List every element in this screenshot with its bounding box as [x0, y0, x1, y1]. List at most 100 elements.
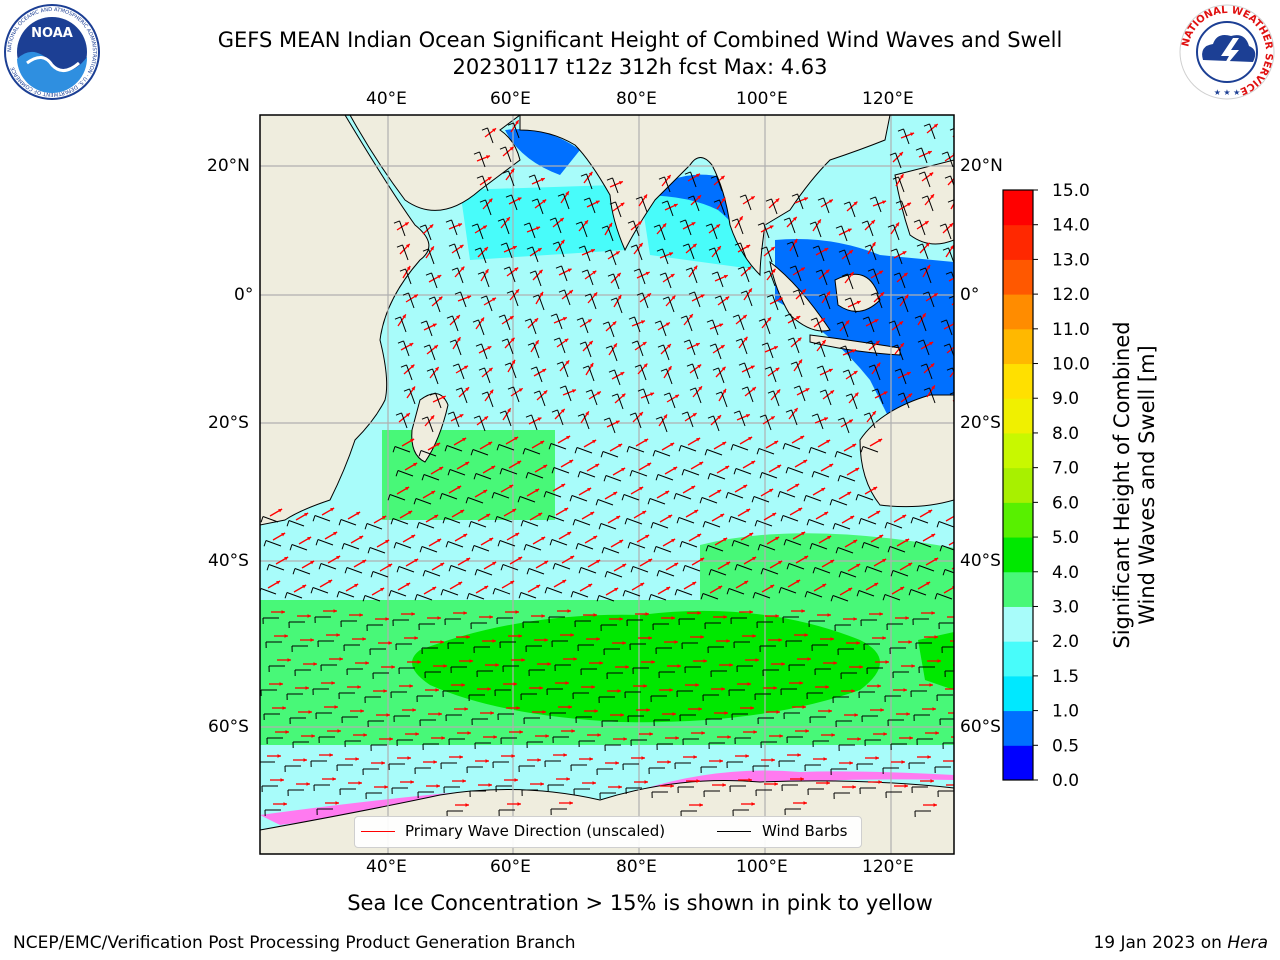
wind-barb-flag — [829, 499, 833, 506]
wind-barb-flag — [810, 317, 817, 321]
wind-barb — [534, 174, 541, 191]
wave-direction-arrowhead — [488, 367, 493, 372]
wind-barb-flag — [836, 321, 843, 325]
wave-direction-arrowhead — [281, 533, 286, 537]
wind-barb-flag — [941, 151, 948, 155]
wind-barb-flag — [652, 450, 656, 457]
wave-direction-arrow — [945, 515, 954, 522]
wave-direction-arrowhead — [464, 707, 468, 711]
wind-barb — [626, 518, 643, 525]
wind-barb — [527, 472, 544, 479]
wind-barb-flag — [725, 492, 729, 499]
wave-direction-arrowhead — [484, 586, 489, 590]
wave-direction-arrowhead — [565, 681, 569, 685]
wind-barb-flag — [811, 471, 815, 478]
wind-barb-flag — [943, 343, 950, 347]
wind-barb-flag — [759, 472, 763, 479]
wave-direction-arrowhead — [487, 346, 492, 350]
wave-direction-arrowhead — [567, 268, 572, 273]
wind-barb — [747, 386, 754, 403]
wind-barb-flag — [585, 389, 592, 393]
wave-direction-arrowhead — [512, 509, 517, 513]
wind-barb-flag — [602, 321, 609, 325]
wind-barb — [624, 590, 641, 597]
wind-barb-flag — [922, 291, 929, 295]
wave-direction-arrowhead — [569, 460, 574, 464]
wind-barb-flag — [621, 494, 625, 501]
land-sumatra — [769, 260, 831, 332]
wind-barb-flag — [913, 219, 920, 223]
wave-direction-arrowhead — [848, 588, 853, 592]
wind-barb — [455, 339, 462, 356]
wind-barb — [617, 393, 624, 410]
wave-direction-arrowhead — [573, 657, 577, 661]
wind-barb — [265, 540, 282, 547]
wind-barb-flag — [500, 564, 504, 571]
wave-direction-arrowhead — [592, 440, 597, 444]
wave-direction-arrowhead — [697, 534, 702, 538]
wave-direction-arrowhead — [670, 443, 675, 447]
wind-barb-flag — [413, 498, 417, 505]
wave-direction-arrowhead — [670, 784, 674, 788]
wave-direction-arrowhead — [729, 663, 733, 667]
wind-barb-flag — [263, 540, 267, 547]
wind-barb — [498, 444, 515, 451]
wave-direction-arrowhead — [774, 782, 778, 786]
wave-direction-arrowhead — [817, 219, 821, 224]
wind-barb-flag — [344, 567, 348, 574]
wave-direction-arrowhead — [697, 364, 702, 369]
wave-direction-arrowhead — [770, 416, 775, 420]
wave-direction-arrowhead — [411, 386, 416, 391]
wave-direction-arrowhead — [692, 413, 697, 417]
wind-barb — [511, 194, 518, 211]
wind-barb-flag — [498, 314, 505, 318]
wind-barb-flag — [507, 386, 514, 390]
colorbar-segment — [1003, 190, 1033, 226]
wave-direction-arrowhead — [337, 729, 341, 733]
wind-barb — [392, 518, 409, 525]
wind-barb-flag — [596, 595, 600, 602]
wind-barb-flag — [635, 196, 642, 200]
wave-direction-arrowhead — [486, 514, 491, 518]
wind-barb-flag — [604, 249, 611, 253]
wind-barb — [927, 195, 934, 212]
wave-direction-arrowhead — [465, 462, 470, 466]
wave-direction-arrowhead — [383, 689, 387, 693]
wave-direction-arrowhead — [467, 295, 472, 300]
wave-direction-arrowhead — [900, 587, 905, 591]
wind-barb-flag — [465, 497, 469, 504]
wave-direction-arrowhead — [871, 242, 876, 247]
wind-barb — [537, 198, 544, 215]
wind-barb-flag — [921, 195, 928, 199]
wave-direction-arrowhead — [464, 365, 469, 370]
wave-direction-arrowhead — [406, 583, 411, 587]
wave-direction-arrowhead — [695, 342, 700, 347]
wave-direction-arrowhead — [408, 511, 413, 515]
wind-barb-flag — [522, 448, 526, 455]
wave-direction-arrowhead — [411, 535, 416, 539]
wind-barb-flag — [440, 589, 444, 596]
wave-direction-arrowhead — [412, 708, 416, 712]
wave-direction-arrowhead — [748, 437, 753, 441]
wave-direction-arrowhead — [847, 492, 852, 496]
wind-barb — [654, 450, 671, 457]
wind-barb — [813, 471, 830, 478]
wind-barb — [903, 392, 910, 409]
wind-barb — [478, 319, 485, 336]
wave-direction-arrowhead — [651, 660, 655, 664]
wind-barb-flag — [626, 446, 630, 453]
wind-barb-flag — [688, 291, 695, 295]
wave-direction-arrowhead — [854, 392, 859, 397]
wave-direction-arrowhead — [777, 465, 782, 469]
wave-direction-arrowhead — [559, 218, 564, 222]
wave-direction-arrowhead — [721, 197, 726, 202]
wave-direction-arrowhead — [544, 561, 549, 565]
wind-barb — [406, 364, 413, 381]
wind-barb — [728, 588, 745, 595]
wave-direction-arrowhead — [565, 360, 570, 365]
wave-direction-arrowhead — [332, 777, 336, 781]
wind-barb-flag — [419, 546, 423, 553]
wind-barb — [715, 343, 722, 360]
wave-direction-arrowhead — [748, 778, 752, 782]
wind-barb-flag — [627, 542, 631, 549]
